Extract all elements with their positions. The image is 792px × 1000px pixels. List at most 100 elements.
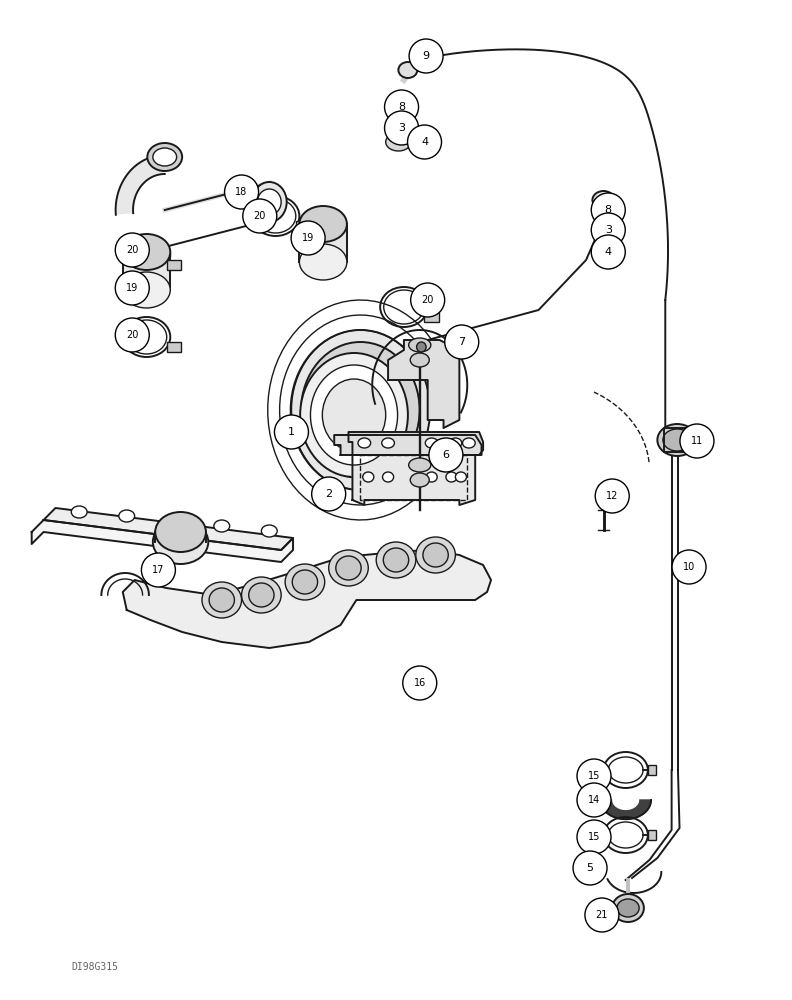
Ellipse shape <box>119 510 135 522</box>
Text: 19: 19 <box>126 283 139 293</box>
Text: 14: 14 <box>588 795 600 805</box>
Text: 18: 18 <box>235 187 248 197</box>
Ellipse shape <box>423 543 448 567</box>
Bar <box>425 312 439 322</box>
Ellipse shape <box>301 342 420 478</box>
Circle shape <box>403 666 436 700</box>
Ellipse shape <box>596 239 621 257</box>
Bar <box>648 830 656 840</box>
Ellipse shape <box>382 438 394 448</box>
Ellipse shape <box>596 198 621 216</box>
Text: 19: 19 <box>302 233 314 243</box>
Ellipse shape <box>329 550 368 586</box>
Ellipse shape <box>166 515 182 527</box>
Ellipse shape <box>363 472 374 482</box>
Text: 3: 3 <box>605 225 611 235</box>
Text: 1: 1 <box>288 427 295 437</box>
Ellipse shape <box>292 570 318 594</box>
Text: 12: 12 <box>606 491 619 501</box>
Ellipse shape <box>155 512 206 552</box>
Ellipse shape <box>336 556 361 580</box>
Ellipse shape <box>291 330 430 490</box>
Ellipse shape <box>322 379 386 451</box>
Ellipse shape <box>417 342 426 352</box>
Ellipse shape <box>617 899 639 917</box>
Polygon shape <box>299 224 347 262</box>
Circle shape <box>577 759 611 793</box>
Ellipse shape <box>285 564 325 600</box>
Polygon shape <box>123 550 491 648</box>
Ellipse shape <box>398 62 417 78</box>
Ellipse shape <box>426 472 437 482</box>
Circle shape <box>116 318 149 352</box>
Bar <box>167 260 181 270</box>
Ellipse shape <box>299 206 347 242</box>
Ellipse shape <box>358 438 371 448</box>
Text: 11: 11 <box>691 436 703 446</box>
Text: 4: 4 <box>421 137 428 147</box>
Ellipse shape <box>657 424 697 456</box>
Ellipse shape <box>383 548 409 572</box>
Ellipse shape <box>252 182 287 222</box>
Ellipse shape <box>214 520 230 532</box>
Ellipse shape <box>242 577 281 613</box>
Circle shape <box>291 221 325 255</box>
Text: 8: 8 <box>398 102 405 112</box>
Circle shape <box>312 477 345 511</box>
Circle shape <box>116 233 149 267</box>
Text: 8: 8 <box>605 205 611 215</box>
Ellipse shape <box>209 588 234 612</box>
Circle shape <box>596 479 629 513</box>
Ellipse shape <box>257 189 281 215</box>
Ellipse shape <box>147 143 182 171</box>
Ellipse shape <box>416 537 455 573</box>
Ellipse shape <box>409 338 431 352</box>
Circle shape <box>592 235 625 269</box>
Ellipse shape <box>386 133 411 151</box>
Ellipse shape <box>463 438 475 448</box>
Ellipse shape <box>455 472 466 482</box>
Ellipse shape <box>123 272 170 308</box>
Text: 10: 10 <box>683 562 695 572</box>
Ellipse shape <box>409 458 431 472</box>
Text: 3: 3 <box>398 123 405 133</box>
Text: 4: 4 <box>605 247 611 257</box>
Text: 20: 20 <box>126 330 139 340</box>
Circle shape <box>585 898 619 932</box>
Circle shape <box>429 438 463 472</box>
Text: DI98G315: DI98G315 <box>71 962 118 972</box>
Text: 9: 9 <box>423 51 429 61</box>
Ellipse shape <box>410 353 429 367</box>
Polygon shape <box>388 340 459 428</box>
Circle shape <box>411 283 444 317</box>
Ellipse shape <box>153 148 177 166</box>
Ellipse shape <box>386 99 411 117</box>
Circle shape <box>116 271 149 305</box>
Bar <box>648 765 656 775</box>
Polygon shape <box>334 435 482 455</box>
Polygon shape <box>44 508 293 550</box>
Circle shape <box>577 783 611 817</box>
Polygon shape <box>123 252 170 290</box>
Ellipse shape <box>425 438 438 448</box>
Circle shape <box>577 820 611 854</box>
Text: 5: 5 <box>587 863 593 873</box>
Polygon shape <box>116 155 165 215</box>
Ellipse shape <box>383 472 394 482</box>
Ellipse shape <box>592 191 615 209</box>
Circle shape <box>225 175 258 209</box>
Ellipse shape <box>410 473 429 487</box>
Text: 20: 20 <box>126 245 139 255</box>
Ellipse shape <box>597 219 619 235</box>
Ellipse shape <box>153 520 208 564</box>
Ellipse shape <box>261 525 277 537</box>
Text: 15: 15 <box>588 832 600 842</box>
Text: 7: 7 <box>459 337 465 347</box>
Bar <box>167 342 181 352</box>
Circle shape <box>445 325 478 359</box>
Circle shape <box>408 125 441 159</box>
Ellipse shape <box>310 365 398 465</box>
Text: 6: 6 <box>443 450 449 460</box>
Ellipse shape <box>299 244 347 280</box>
Circle shape <box>275 415 308 449</box>
